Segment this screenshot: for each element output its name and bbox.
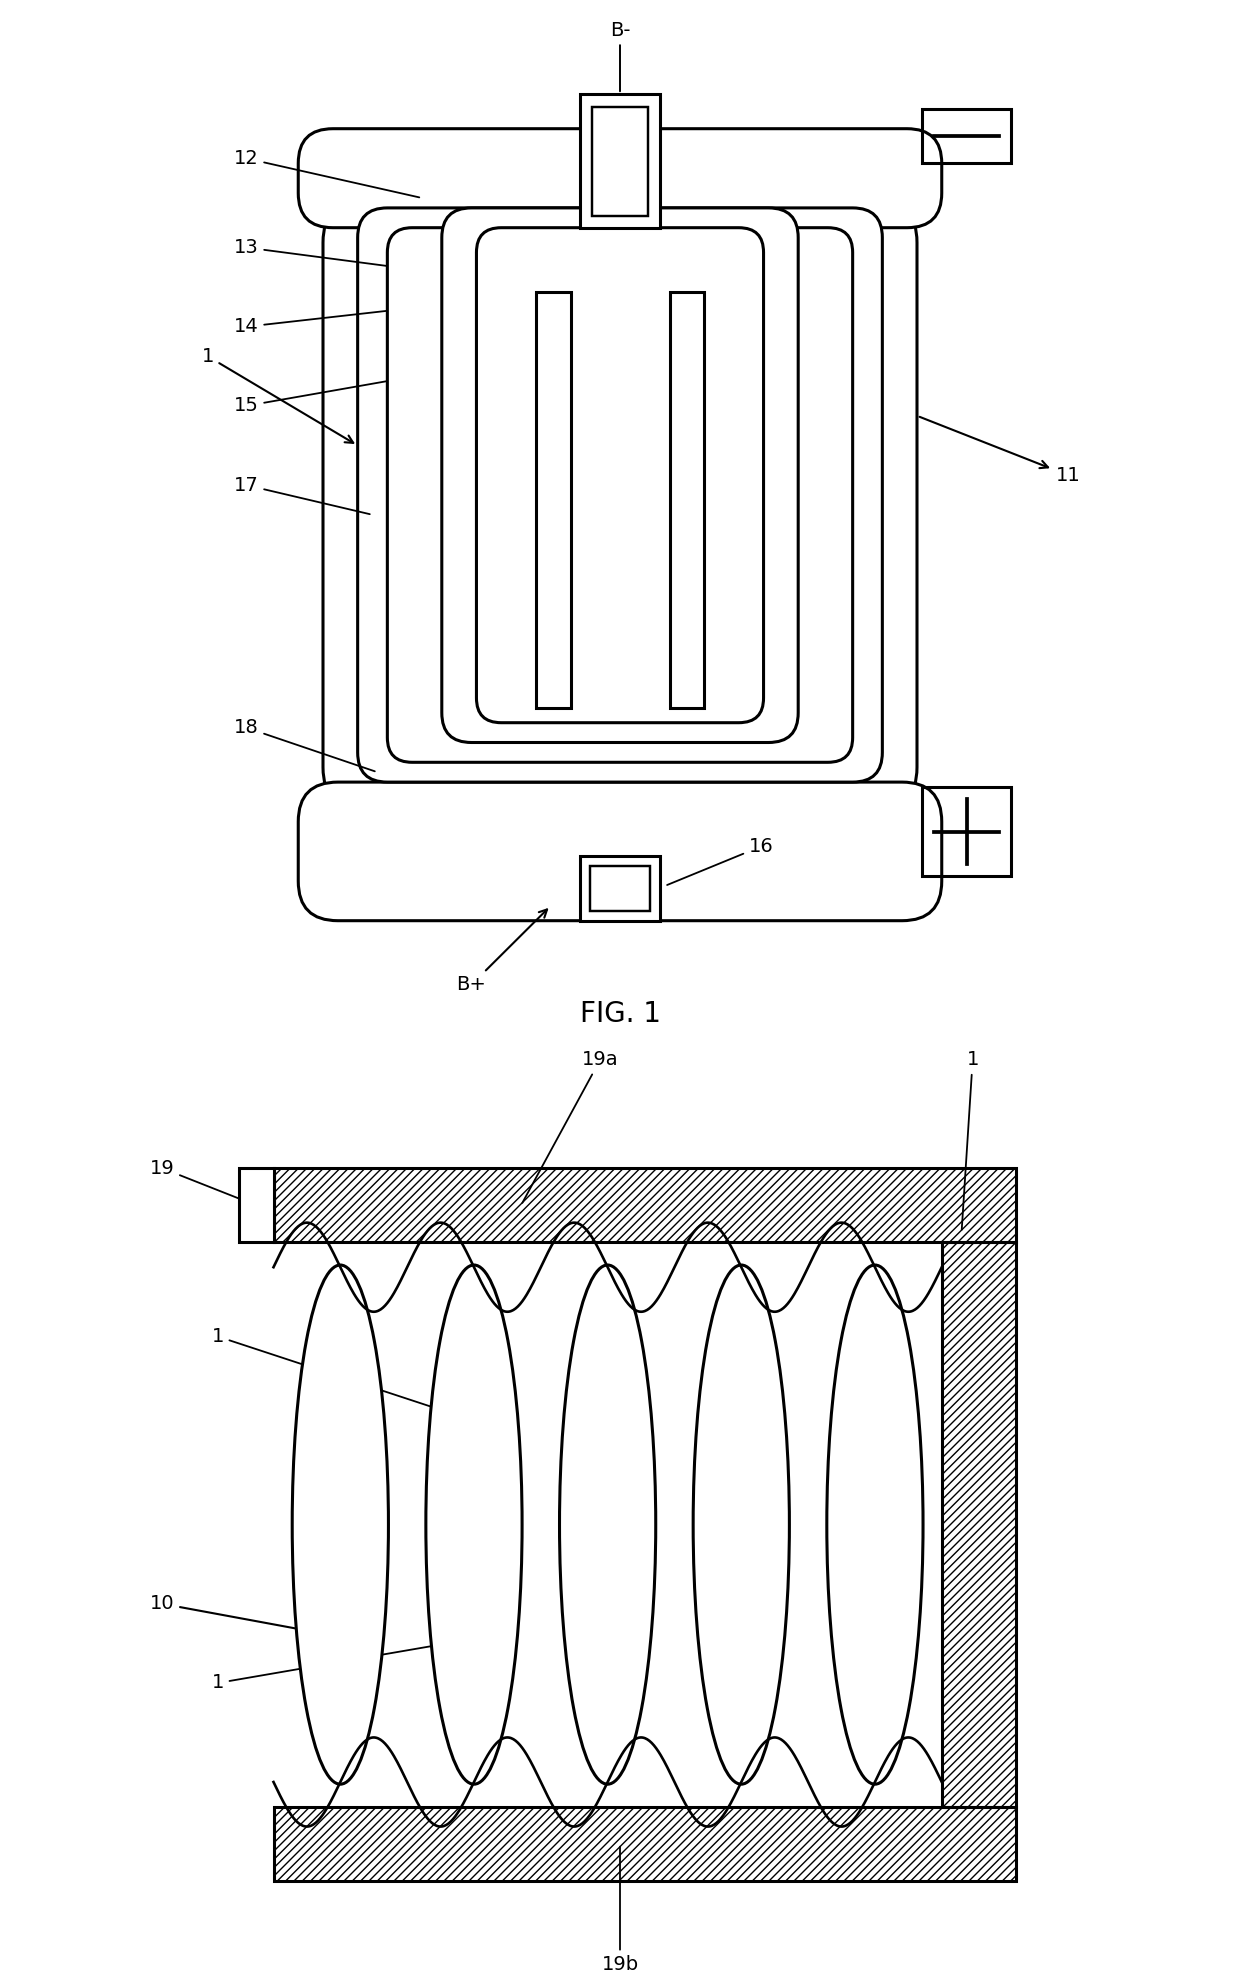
Text: 15: 15 <box>234 366 469 416</box>
Bar <box>941 1243 1016 1806</box>
Ellipse shape <box>293 1265 388 1784</box>
FancyBboxPatch shape <box>476 228 764 723</box>
Bar <box>580 93 660 228</box>
Text: 19: 19 <box>150 1158 254 1204</box>
FancyBboxPatch shape <box>441 208 799 742</box>
Text: 17: 17 <box>234 475 370 515</box>
Text: 1: 1 <box>962 1049 978 1230</box>
Text: 1: 1 <box>202 346 353 444</box>
Text: B-: B- <box>610 20 630 91</box>
FancyBboxPatch shape <box>387 228 853 762</box>
Bar <box>274 1806 1016 1881</box>
Text: B+: B+ <box>456 909 547 994</box>
Ellipse shape <box>425 1265 522 1784</box>
Text: 1: 1 <box>212 1327 471 1420</box>
Bar <box>593 107 647 216</box>
Bar <box>670 291 704 707</box>
Bar <box>923 109 1011 162</box>
Ellipse shape <box>827 1265 923 1784</box>
Text: 14: 14 <box>234 307 419 337</box>
Text: 1: 1 <box>212 1639 471 1693</box>
Ellipse shape <box>559 1265 656 1784</box>
Text: FIG. 1: FIG. 1 <box>579 1000 661 1028</box>
Bar <box>274 1806 1016 1881</box>
FancyBboxPatch shape <box>299 129 941 228</box>
FancyBboxPatch shape <box>322 198 918 812</box>
Bar <box>274 1168 1016 1243</box>
FancyBboxPatch shape <box>357 208 883 782</box>
Bar <box>580 857 660 921</box>
Text: 13: 13 <box>234 238 394 267</box>
Text: 18: 18 <box>234 719 374 772</box>
Text: 12: 12 <box>234 148 419 198</box>
Bar <box>536 291 570 707</box>
Text: 16: 16 <box>667 838 774 885</box>
Bar <box>923 788 1011 875</box>
Bar <box>941 1243 1016 1806</box>
Text: 11: 11 <box>920 418 1080 485</box>
Bar <box>590 867 650 911</box>
Text: 10: 10 <box>150 1594 317 1635</box>
Ellipse shape <box>693 1265 790 1784</box>
Text: 19b: 19b <box>601 1847 639 1974</box>
Bar <box>239 1168 274 1243</box>
FancyBboxPatch shape <box>299 782 941 921</box>
Text: 19a: 19a <box>522 1049 619 1204</box>
Bar <box>274 1168 1016 1243</box>
